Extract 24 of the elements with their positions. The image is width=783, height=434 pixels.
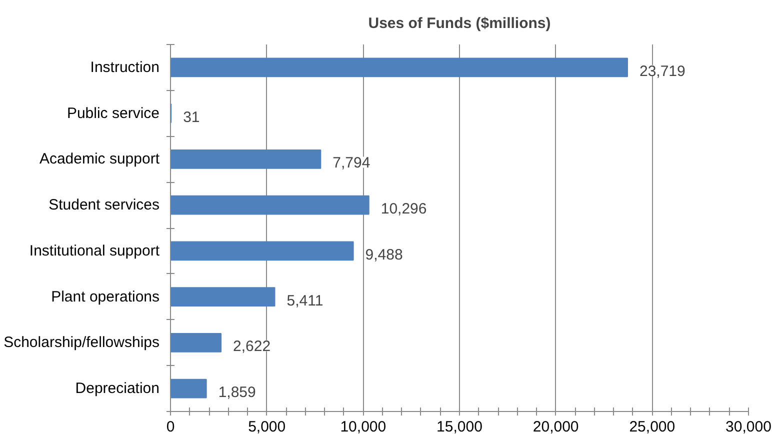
- y-tick-label: Instruction: [90, 58, 160, 76]
- data-label: 2,622: [233, 338, 271, 356]
- data-label: 23,719: [639, 62, 686, 80]
- data-label: 10,296: [380, 200, 427, 218]
- x-tick-label: 25,000: [629, 418, 676, 434]
- data-label: 7,794: [332, 154, 370, 172]
- y-tick-label: Plant operations: [51, 288, 160, 306]
- x-tick-label: 5,000: [248, 418, 286, 434]
- data-label: 1,859: [218, 384, 256, 402]
- y-tick-label: Academic support: [39, 150, 160, 168]
- data-label: 5,411: [286, 292, 324, 310]
- x-tick-label: 10,000: [340, 418, 386, 434]
- x-tick-label: 20,000: [532, 418, 579, 434]
- y-tick-label: Scholarship/fellowships: [4, 334, 160, 352]
- y-tick-label: Institutional support: [29, 242, 160, 260]
- data-label: 9,488: [365, 246, 403, 264]
- data-label: 31: [183, 108, 200, 126]
- x-tick-label: 30,000: [726, 418, 772, 434]
- y-tick-label: Public service: [66, 104, 160, 122]
- chart-title: Uses of Funds ($millions): [368, 15, 551, 32]
- y-tick-label: Student services: [48, 196, 160, 214]
- y-tick-label: Depreciation: [75, 380, 160, 398]
- x-tick-label: 15,000: [436, 418, 482, 434]
- x-tick-label: 0: [166, 418, 175, 434]
